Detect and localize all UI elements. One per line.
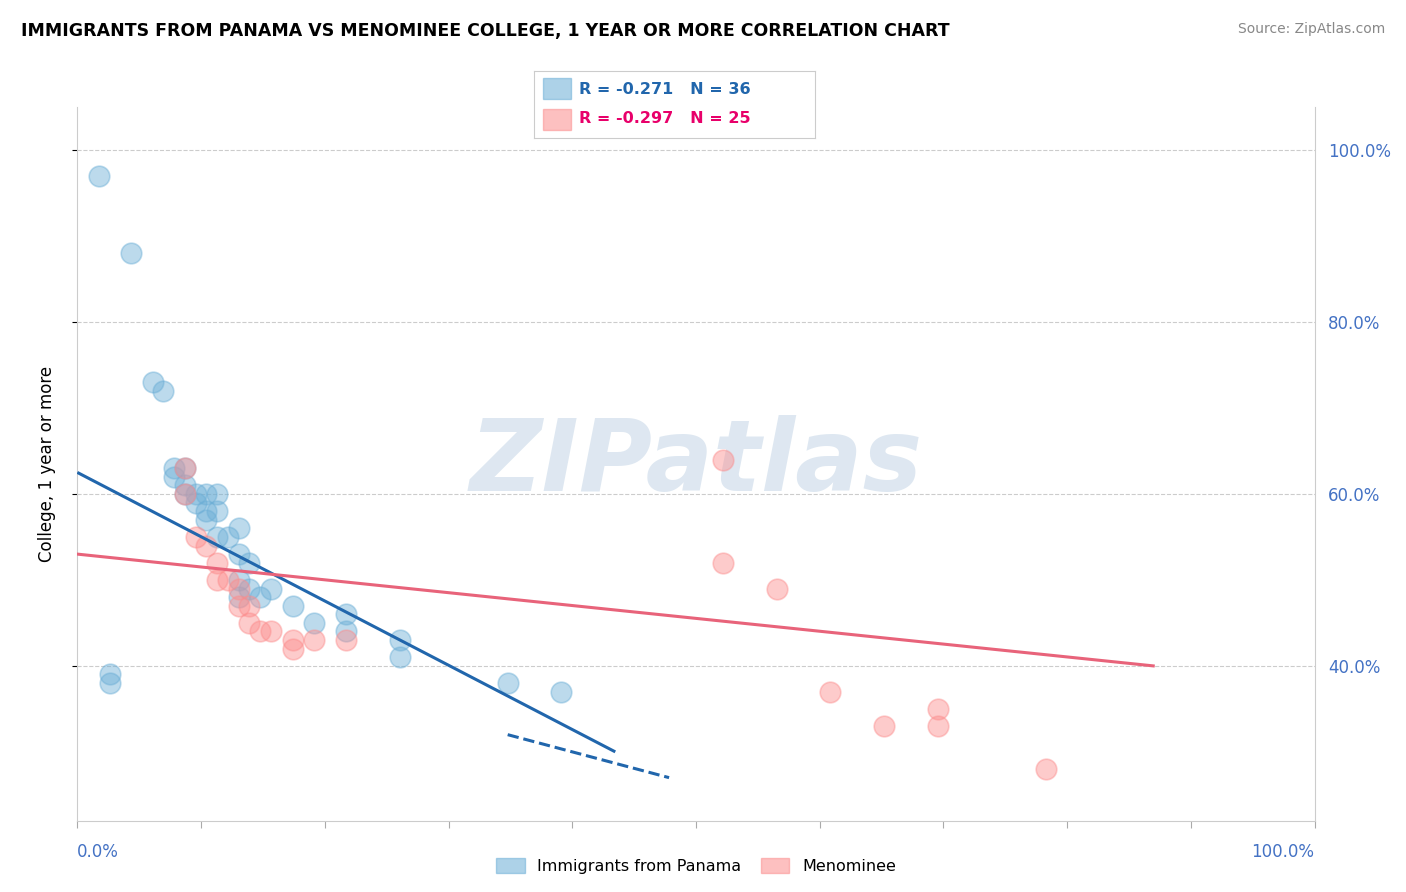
- Point: [205, 573, 228, 587]
- Point: [184, 487, 207, 501]
- Point: [195, 513, 218, 527]
- Point: [205, 530, 228, 544]
- Point: [249, 590, 271, 604]
- Point: [195, 487, 218, 501]
- Text: ZIPatlas: ZIPatlas: [470, 416, 922, 512]
- Point: [228, 590, 250, 604]
- Point: [228, 599, 250, 613]
- Point: [335, 633, 357, 648]
- Point: [174, 461, 197, 475]
- Point: [1035, 762, 1057, 776]
- Point: [98, 667, 121, 681]
- Text: 0.0%: 0.0%: [77, 843, 120, 861]
- Point: [228, 521, 250, 535]
- Point: [228, 582, 250, 596]
- Point: [281, 599, 304, 613]
- Point: [163, 461, 186, 475]
- Point: [184, 530, 207, 544]
- Point: [174, 478, 197, 492]
- Point: [389, 633, 412, 648]
- Point: [195, 504, 218, 518]
- Point: [335, 624, 357, 639]
- Point: [228, 573, 250, 587]
- Point: [927, 702, 949, 716]
- Text: IMMIGRANTS FROM PANAMA VS MENOMINEE COLLEGE, 1 YEAR OR MORE CORRELATION CHART: IMMIGRANTS FROM PANAMA VS MENOMINEE COLL…: [21, 22, 949, 40]
- Point: [217, 573, 239, 587]
- Text: R = -0.297   N = 25: R = -0.297 N = 25: [579, 111, 751, 126]
- Point: [98, 676, 121, 690]
- Point: [711, 556, 734, 570]
- Point: [238, 556, 260, 570]
- Point: [550, 684, 572, 698]
- Point: [120, 246, 142, 260]
- Bar: [543, 109, 571, 130]
- Point: [873, 719, 896, 733]
- Y-axis label: College, 1 year or more: College, 1 year or more: [38, 366, 56, 562]
- Point: [281, 633, 304, 648]
- Point: [163, 469, 186, 483]
- Point: [765, 582, 787, 596]
- Point: [205, 487, 228, 501]
- Point: [302, 615, 325, 630]
- Point: [174, 487, 197, 501]
- Point: [302, 633, 325, 648]
- Point: [711, 452, 734, 467]
- Point: [238, 599, 260, 613]
- Text: Source: ZipAtlas.com: Source: ZipAtlas.com: [1237, 22, 1385, 37]
- Point: [205, 504, 228, 518]
- Point: [389, 650, 412, 665]
- Point: [260, 624, 283, 639]
- Point: [927, 719, 949, 733]
- Point: [205, 556, 228, 570]
- Point: [217, 530, 239, 544]
- Text: 100.0%: 100.0%: [1251, 843, 1315, 861]
- Point: [87, 169, 110, 183]
- Point: [152, 384, 174, 398]
- Point: [238, 582, 260, 596]
- Point: [142, 375, 165, 389]
- Point: [238, 615, 260, 630]
- Point: [174, 461, 197, 475]
- Point: [195, 539, 218, 553]
- Bar: [543, 78, 571, 99]
- Point: [281, 641, 304, 656]
- Point: [496, 676, 519, 690]
- Point: [820, 684, 842, 698]
- Text: R = -0.271   N = 36: R = -0.271 N = 36: [579, 81, 751, 96]
- Point: [335, 607, 357, 622]
- Point: [249, 624, 271, 639]
- Point: [174, 487, 197, 501]
- Point: [228, 547, 250, 561]
- Legend: Immigrants from Panama, Menominee: Immigrants from Panama, Menominee: [489, 852, 903, 880]
- Point: [184, 495, 207, 509]
- Point: [260, 582, 283, 596]
